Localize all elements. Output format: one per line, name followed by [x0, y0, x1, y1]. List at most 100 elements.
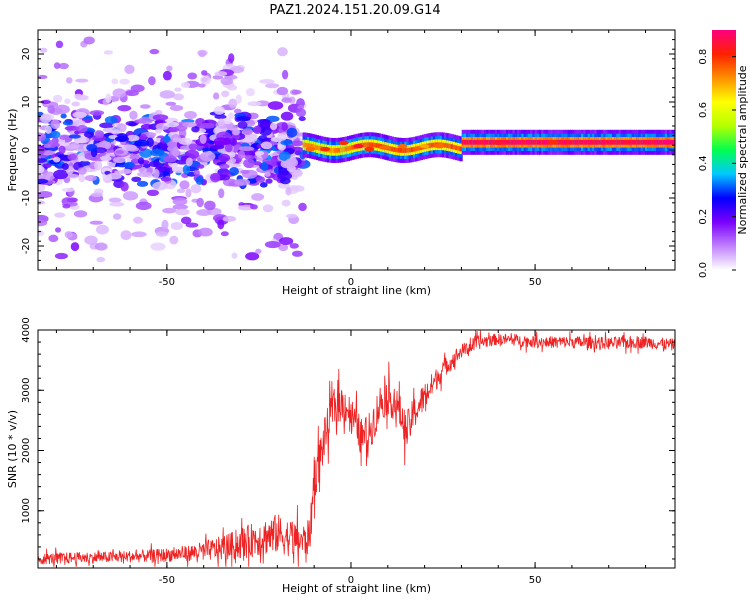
spectrogram-noise-blob — [185, 157, 193, 167]
spectrogram-noise-blob — [94, 160, 103, 171]
spectrogram-noise-blob — [65, 77, 73, 84]
y-tick-label: 20 — [21, 48, 32, 61]
spectrogram-noise-blob — [280, 139, 293, 146]
spectrogram-noise-blob — [262, 204, 274, 213]
spectrogram-peak — [353, 143, 364, 149]
spectrogram-noise-blob — [78, 174, 86, 183]
spectrogram-noise-blob — [64, 125, 80, 131]
spectrogram-noise-blob — [126, 134, 140, 142]
spectrogram-noise-blob — [204, 200, 216, 211]
spectrogram-noise-blob — [117, 105, 132, 112]
spectrogram-band-cell — [558, 139, 563, 145]
spectrogram-noise-blob — [255, 176, 266, 183]
spectrogram-noise-blob — [64, 231, 73, 239]
spectrogram-band-cell — [304, 142, 309, 148]
spectrogram-noise-blob — [38, 230, 45, 237]
spectrogram-noise-blob — [38, 190, 53, 199]
snr-x-axis-label: Height of straight line (km) — [282, 582, 431, 595]
spectrogram-noise-blob — [237, 150, 246, 160]
spectrogram-band-cell — [337, 147, 342, 153]
spectrogram-band-cell — [333, 148, 337, 153]
y-tick-label: 1000 — [21, 498, 32, 523]
spectrogram-band-cell — [607, 139, 611, 145]
spectrogram-noise-blob — [281, 122, 288, 132]
spectrogram-noise-blob — [150, 148, 165, 157]
spectrogram-band-cell — [589, 139, 594, 145]
spectrogram-noise-blob — [214, 114, 227, 119]
spectrogram-band-cell — [523, 139, 527, 145]
spectrogram-noise-blob — [234, 178, 251, 186]
spectrogram-noise-blob — [113, 213, 122, 220]
spectrogram-noise-blob — [270, 157, 278, 163]
spectrogram-band-cell — [633, 139, 638, 145]
spectrogram-band-cell — [470, 139, 474, 145]
spectrogram-noise-blob — [243, 158, 255, 169]
spectrogram-noise-blob — [251, 193, 265, 201]
spectrogram-noise-blob — [89, 110, 105, 116]
colorbar-gradient — [712, 30, 736, 270]
spectrogram-noise-blob — [146, 137, 154, 147]
spectrogram-noise-blob — [228, 53, 235, 63]
spectrogram-noise-blob — [190, 184, 202, 194]
spectrogram-noise-blob — [172, 197, 188, 206]
spectrogram-noise-blob — [108, 197, 122, 203]
spectrogram-peak — [434, 143, 445, 149]
spectrogram-noise-blob — [259, 126, 272, 136]
spectrogram-noise-blob — [130, 158, 141, 164]
spectrogram-noise-blob — [111, 130, 122, 135]
spectrogram-band-cell — [415, 146, 419, 152]
spectrogram-noise-blob — [260, 161, 269, 172]
spectrogram-noise-blob — [291, 250, 303, 257]
spectrogram-noise-blob — [245, 252, 260, 261]
spectrogram-noise-blob — [54, 212, 66, 218]
spectrogram-noise-blob — [131, 231, 147, 238]
spectrogram-noise-blob — [76, 124, 88, 133]
spectrogram-noise-blob — [197, 164, 205, 169]
colorbar: 0.0 0.2 0.4 0.6 0.8 Normalized spectral ampl… — [698, 30, 749, 278]
spectrogram-noise-blob — [172, 137, 182, 143]
spectrogram-noise-blob — [228, 98, 238, 109]
spectrogram-band-cell — [406, 147, 410, 153]
spectrogram-noise-blob — [53, 169, 69, 180]
spectrogram-noise-blob — [122, 191, 139, 201]
snr-axes: -50 0 50 1000 2000 3000 4000 — [21, 317, 675, 586]
spectrogram-band-cell — [585, 139, 589, 145]
spectrogram-noise-blob — [213, 106, 225, 115]
spectrogram-noise-blob — [163, 121, 180, 128]
spectrogram-band-cell — [565, 139, 569, 145]
spectrogram-noise-blob — [133, 216, 144, 224]
spectrogram-noise-blob — [259, 182, 268, 188]
spectrogram-noise-blob — [38, 183, 46, 192]
spectrogram-noise-blob — [38, 158, 48, 163]
spectrogram-noise-blob — [54, 252, 68, 260]
spectrogram-band-cell — [569, 139, 574, 145]
spectrogram-band-cell — [349, 145, 353, 151]
snr-frame — [37, 329, 676, 569]
spectrogram-noise-blob — [195, 176, 204, 185]
spectrogram-band-cell — [410, 147, 415, 153]
spectrogram-noise-blob — [289, 243, 299, 249]
spectrogram-noise-blob — [217, 174, 231, 181]
spectrogram-noise-blob — [198, 50, 207, 58]
spectrogram-noise-blob — [134, 139, 150, 147]
spectrogram-noise-blob — [238, 204, 254, 211]
spectrogram-noise-blob — [115, 150, 124, 155]
spectrogram-noise-blob — [72, 111, 87, 119]
spectrogram-band-cell — [583, 139, 587, 145]
y-tick-label: 0 — [21, 147, 32, 153]
colorbar-tick-label: 0.2 — [698, 209, 709, 225]
spectrogram-noise-blob — [106, 173, 122, 180]
spectrogram-noise-blob — [139, 133, 147, 141]
spectrogram-noise-blob — [43, 150, 54, 155]
spectrogram-noise-blob — [96, 256, 106, 263]
spectrogram-noise-blob — [285, 186, 292, 196]
spectrogram-band-cell — [344, 146, 348, 152]
spectrogram-noise-blob — [222, 215, 237, 222]
spectrogram-noise-blob — [236, 116, 251, 122]
spectrogram-noise-blob — [196, 209, 212, 217]
spectrogram-noise-blob — [255, 248, 262, 254]
spectrogram-noise-blob — [84, 235, 98, 245]
spectrogram-noise-blob — [169, 235, 179, 245]
spectrogram-peak — [364, 146, 375, 152]
